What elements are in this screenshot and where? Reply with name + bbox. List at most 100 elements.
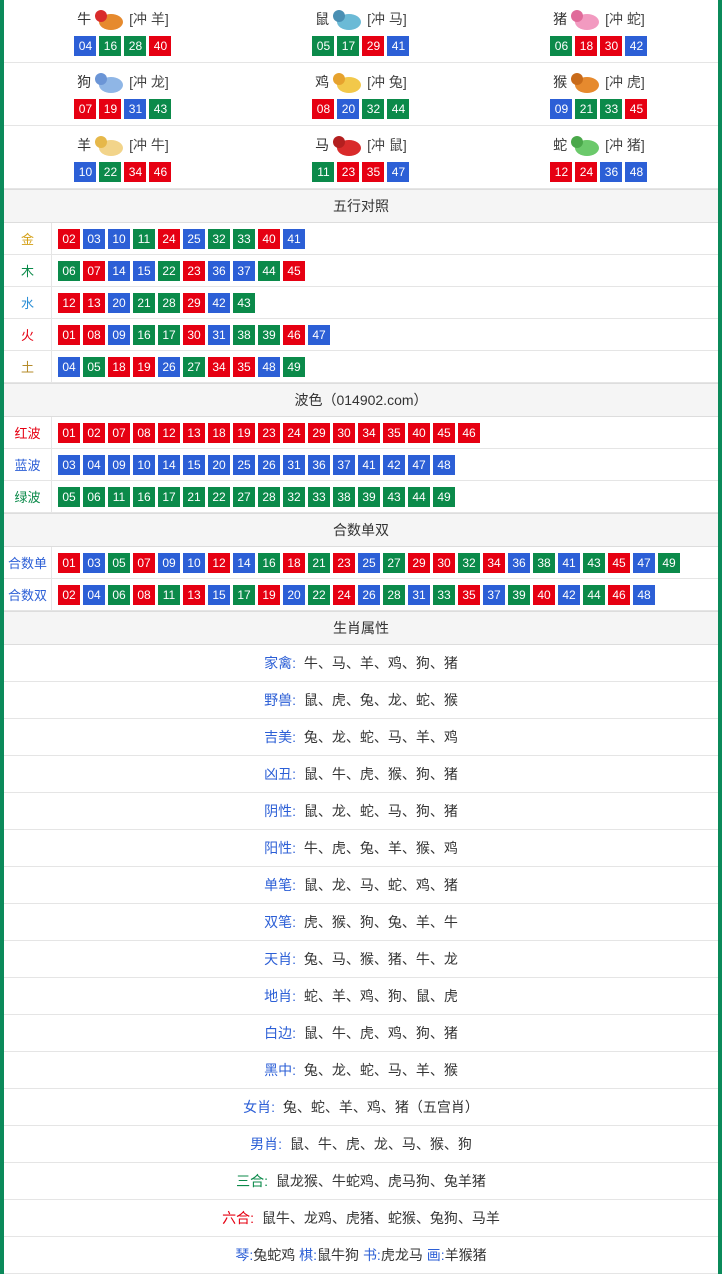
bose-header: 波色（014902.com） xyxy=(4,383,718,417)
attr-label: 三合: xyxy=(236,1173,268,1189)
number-ball: 04 xyxy=(83,455,105,475)
zodiac-icon xyxy=(331,6,365,32)
attr-text: 鼠、牛、虎、龙、马、猴、狗 xyxy=(286,1136,472,1152)
number-ball: 32 xyxy=(208,229,230,249)
number-ball: 47 xyxy=(308,325,330,345)
number-ball: 38 xyxy=(233,325,255,345)
number-ball: 39 xyxy=(508,585,530,605)
number-ball: 04 xyxy=(74,36,96,56)
number-ball: 28 xyxy=(158,293,180,313)
row-balls: 03040910141520252631363741424748 xyxy=(52,450,718,480)
number-ball: 40 xyxy=(533,585,555,605)
table-row: 蓝波03040910141520252631363741424748 xyxy=(4,449,718,481)
number-ball: 06 xyxy=(58,261,80,281)
number-ball: 49 xyxy=(658,553,680,573)
number-ball: 35 xyxy=(458,585,480,605)
number-ball: 35 xyxy=(362,162,384,182)
row-label: 木 xyxy=(4,255,52,286)
number-ball: 05 xyxy=(312,36,334,56)
table-row: 土04051819262734354849 xyxy=(4,351,718,383)
number-ball: 11 xyxy=(108,487,130,507)
zodiac-numbers: 09213345 xyxy=(480,99,718,119)
row-label: 水 xyxy=(4,287,52,318)
attr-row: 野兽: 鼠、虎、兔、龙、蛇、猴 xyxy=(4,682,718,719)
table-row: 红波0102070812131819232429303435404546 xyxy=(4,417,718,449)
number-ball: 02 xyxy=(58,229,80,249)
number-ball: 09 xyxy=(550,99,572,119)
zodiac-conflict: [冲 马] xyxy=(367,9,407,29)
number-ball: 11 xyxy=(312,162,334,182)
number-ball: 13 xyxy=(83,293,105,313)
number-ball: 25 xyxy=(358,553,380,573)
number-ball: 21 xyxy=(183,487,205,507)
bose-table: 红波0102070812131819232429303435404546蓝波03… xyxy=(4,417,718,513)
attr-table: 家禽: 牛、马、羊、鸡、狗、猪野兽: 鼠、虎、兔、龙、蛇、猴吉美: 兔、龙、蛇、… xyxy=(4,645,718,1237)
number-ball: 18 xyxy=(208,423,230,443)
number-ball: 26 xyxy=(258,455,280,475)
number-ball: 13 xyxy=(183,585,205,605)
zodiac-icon xyxy=(331,132,365,158)
number-ball: 03 xyxy=(83,553,105,573)
number-ball: 02 xyxy=(83,423,105,443)
number-ball: 49 xyxy=(433,487,455,507)
row-label: 红波 xyxy=(4,417,52,448)
number-ball: 21 xyxy=(308,553,330,573)
attr-text: 兔、蛇、羊、鸡、猪（五宫肖） xyxy=(279,1099,479,1115)
zodiac-conflict: [冲 羊] xyxy=(129,9,169,29)
row-label: 蓝波 xyxy=(4,449,52,480)
number-ball: 23 xyxy=(183,261,205,281)
row-label: 合数双 xyxy=(4,579,52,610)
number-ball: 18 xyxy=(575,36,597,56)
zodiac-conflict: [冲 兔] xyxy=(367,72,407,92)
number-ball: 19 xyxy=(133,357,155,377)
number-ball: 45 xyxy=(608,553,630,573)
attr-text: 兔、龙、蛇、马、羊、猴 xyxy=(300,1062,458,1078)
attr-label: 凶丑: xyxy=(264,766,296,782)
number-ball: 32 xyxy=(283,487,305,507)
number-ball: 11 xyxy=(158,585,180,605)
table-row: 火0108091617303138394647 xyxy=(4,319,718,351)
number-ball: 07 xyxy=(133,553,155,573)
number-ball: 19 xyxy=(258,585,280,605)
number-ball: 41 xyxy=(358,455,380,475)
number-ball: 20 xyxy=(108,293,130,313)
row-label: 火 xyxy=(4,319,52,350)
row-label: 绿波 xyxy=(4,481,52,512)
number-ball: 22 xyxy=(308,585,330,605)
number-ball: 46 xyxy=(149,162,171,182)
zodiac-name: 马 xyxy=(315,135,329,155)
row-balls: 0102070812131819232429303435404546 xyxy=(52,418,718,448)
number-ball: 31 xyxy=(124,99,146,119)
attr-text: 鼠、龙、蛇、马、狗、猪 xyxy=(300,803,458,819)
zodiac-numbers: 11233547 xyxy=(242,162,480,182)
number-ball: 12 xyxy=(158,423,180,443)
number-ball: 21 xyxy=(575,99,597,119)
number-ball: 41 xyxy=(387,36,409,56)
row-balls: 0108091617303138394647 xyxy=(52,320,718,350)
zodiac-conflict: [冲 虎] xyxy=(605,72,645,92)
attr-row: 阳性: 牛、虎、兔、羊、猴、鸡 xyxy=(4,830,718,867)
number-ball: 07 xyxy=(74,99,96,119)
attr-text: 鼠、牛、虎、鸡、狗、猪 xyxy=(300,1025,458,1041)
zodiac-name: 猴 xyxy=(553,72,567,92)
number-ball: 19 xyxy=(99,99,121,119)
number-ball: 31 xyxy=(283,455,305,475)
attr-text: 蛇、羊、鸡、狗、鼠、虎 xyxy=(300,988,458,1004)
number-ball: 08 xyxy=(133,585,155,605)
number-ball: 06 xyxy=(108,585,130,605)
number-ball: 44 xyxy=(387,99,409,119)
attr-text: 鼠龙猴、牛蛇鸡、虎马狗、兔羊猪 xyxy=(272,1173,486,1189)
number-ball: 16 xyxy=(133,325,155,345)
bottom-seg-label: 画: xyxy=(427,1247,445,1263)
number-ball: 35 xyxy=(383,423,405,443)
number-ball: 10 xyxy=(183,553,205,573)
number-ball: 44 xyxy=(258,261,280,281)
number-ball: 01 xyxy=(58,325,80,345)
zodiac-icon xyxy=(331,69,365,95)
number-ball: 25 xyxy=(233,455,255,475)
number-ball: 28 xyxy=(258,487,280,507)
number-ball: 20 xyxy=(208,455,230,475)
attr-row: 吉美: 兔、龙、蛇、马、羊、鸡 xyxy=(4,719,718,756)
zodiac-conflict: [冲 蛇] xyxy=(605,9,645,29)
attr-row: 天肖: 兔、马、猴、猪、牛、龙 xyxy=(4,941,718,978)
